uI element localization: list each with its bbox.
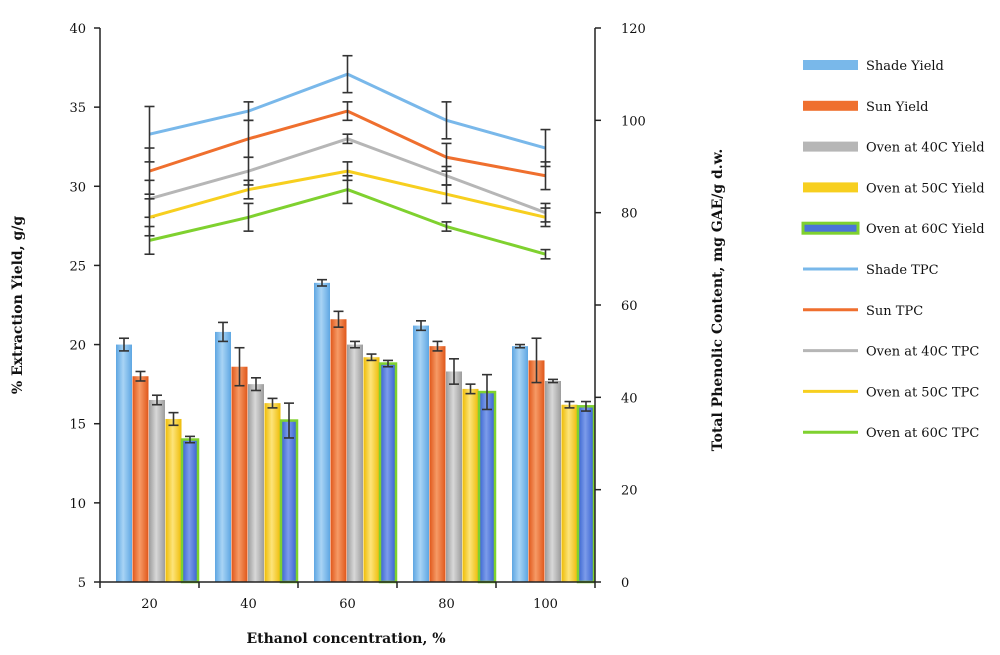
bar-3-20 <box>149 399 165 582</box>
bar-2-20 <box>132 376 149 582</box>
y2-axis-title: Total Phenolic Content, mg GAE/g d.w. <box>710 149 726 451</box>
bar-layer <box>116 278 596 584</box>
x-axis-title: Ethanol concentration, % <box>246 631 445 647</box>
bar-3-80 <box>446 371 462 582</box>
legend-label-1: Shade Yield <box>866 59 944 74</box>
y-tick-label: 35 <box>69 101 86 116</box>
bar-2-40 <box>231 366 248 582</box>
y-axis-title: % Extraction Yield, g/g <box>10 216 26 395</box>
legend-label-9: Oven at 50C TPC <box>866 385 979 400</box>
bar-1-20 <box>116 344 132 582</box>
bar-2-60 <box>330 319 347 582</box>
bar-1-80 <box>413 325 429 582</box>
bar-4-20 <box>165 418 182 582</box>
y-tick-label: 25 <box>69 259 86 274</box>
y2-tick-label: 60 <box>621 299 638 314</box>
legend-swatch-2 <box>803 100 858 111</box>
legend-label-4: Oven at 50C Yield <box>866 181 985 196</box>
legend-label-3: Oven at 40C Yield <box>866 141 985 156</box>
bar-4-100 <box>561 404 578 582</box>
x-tick-label-60: 60 <box>339 597 356 612</box>
bar-5-40 <box>279 419 299 584</box>
legend-label-10: Oven at 60C TPC <box>866 426 979 441</box>
x-tick-label-100: 100 <box>533 597 558 612</box>
y2-tick-label: 0 <box>621 576 629 591</box>
bar-3-60 <box>347 344 363 582</box>
legend-swatch-3 <box>803 141 858 152</box>
bar-4-80 <box>462 388 479 582</box>
x-tick-label-80: 80 <box>438 597 455 612</box>
legend-swatch-1 <box>803 60 858 70</box>
y-tick-label: 40 <box>69 22 86 37</box>
bar-2-100 <box>528 360 545 582</box>
y2-tick-label: 20 <box>621 484 638 499</box>
bar-5-60 <box>378 362 398 584</box>
bar-5-100 <box>576 405 596 584</box>
bar-1-40 <box>215 331 231 582</box>
legend-label-5: Oven at 60C Yield <box>866 222 985 237</box>
y-tick-label: 5 <box>78 576 86 591</box>
left-y-ticks: 5 10 15 20 25 30 35 40 <box>69 22 100 591</box>
bar-4-60 <box>363 357 380 582</box>
y-tick-label: 10 <box>69 497 86 512</box>
bar-1-60 <box>314 282 330 582</box>
bar-2-80 <box>429 346 446 582</box>
line-layer <box>144 54 551 260</box>
bar-5-20 <box>180 438 200 584</box>
legend-label-6: Shade TPC <box>866 263 939 278</box>
bar-1-100 <box>512 346 528 582</box>
x-tick-label-20: 20 <box>141 597 158 612</box>
bar-4-40 <box>264 403 281 582</box>
bar-3-40 <box>248 384 264 582</box>
y-tick-label: 20 <box>69 339 86 354</box>
x-ticks: 20 40 60 80 100 <box>99 582 596 612</box>
legend-label-2: Sun Yield <box>866 100 928 115</box>
y2-tick-label: 100 <box>621 114 646 129</box>
legend-label-8: Oven at 40C TPC <box>866 345 979 360</box>
legend-swatch-5 <box>801 221 860 235</box>
x-tick-label-40: 40 <box>240 597 257 612</box>
legend-label-7: Sun TPC <box>866 304 923 319</box>
legend: Shade Yield Sun Yield Oven at 40C Yield Ove… <box>801 59 985 441</box>
y2-tick-label: 80 <box>621 207 638 222</box>
y-tick-label: 30 <box>69 180 86 195</box>
bar-5-80 <box>477 390 497 584</box>
right-y-ticks: 0 20 40 60 80 100 120 <box>595 22 646 591</box>
y2-tick-label: 120 <box>621 22 646 37</box>
legend-swatch-4 <box>803 182 858 193</box>
bar-3-100 <box>545 380 561 582</box>
y-tick-label: 15 <box>69 418 86 433</box>
y2-tick-label: 40 <box>621 391 638 406</box>
